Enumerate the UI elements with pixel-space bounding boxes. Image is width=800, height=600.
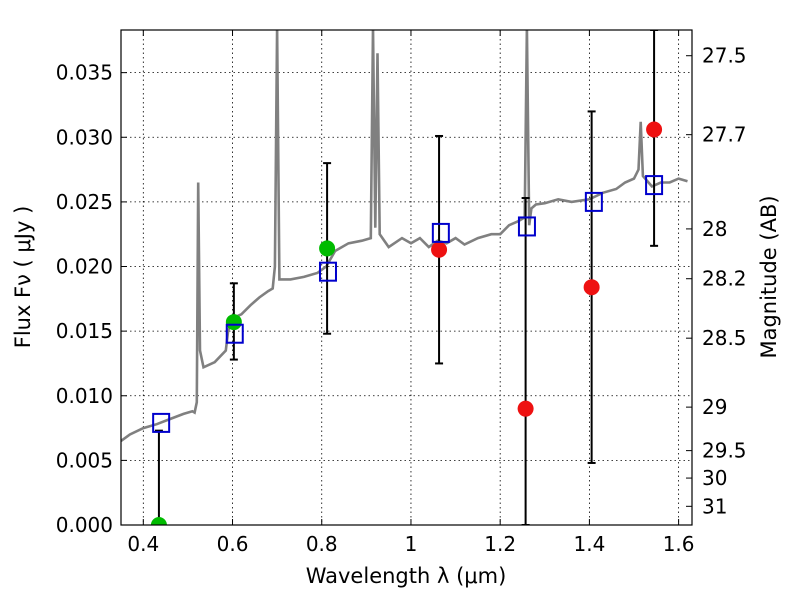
y2-tick-label: 28 [702,217,727,241]
x-tick-label: 1.6 [663,532,695,556]
observed-point [517,400,534,417]
observed-point [431,241,448,258]
y-axis-label: Flux Fν ( μJy ) [11,206,35,349]
y2-tick-label: 27.5 [702,44,747,68]
x-tick-label: 1.4 [573,532,605,556]
y-tick-label: 0.005 [56,448,113,472]
y-tick-label: 0.020 [56,255,113,279]
y2-tick-label: 28.5 [702,326,747,350]
y2-axis: 27.5 27.7 28 28.2 28.5 29 29.5 30 31 [686,44,747,518]
x-tick-label: 0.6 [217,532,249,556]
y2-tick-label: 27.7 [702,123,747,147]
model-photometry-square [431,222,450,243]
model-photometry-square [225,323,244,344]
observed-point [646,121,663,138]
x-tick-label: 1 [405,532,418,556]
y-tick-label: 0.035 [56,61,113,85]
model-photometry-squares [152,175,664,433]
y2-tick-label: 31 [702,494,727,518]
y-tick-label: 0.025 [56,190,113,214]
x-tick-label: 1.2 [484,532,516,556]
y-tick-label: 0.015 [56,319,113,343]
grid [121,30,692,526]
model-photometry-square [584,191,603,212]
error-bars [154,30,659,525]
model-photometry-square [152,412,171,433]
x-axis: 0.4 0.6 0.8 1 1.2 1.4 1.6 [127,30,695,556]
y2-tick-label: 29 [702,395,727,419]
observed-point [583,279,600,296]
plot-area [121,30,688,525]
y2-tick-label: 28.2 [702,267,747,291]
y2-tick-label: 30 [702,466,727,490]
observed-points [150,121,663,525]
y-tick-label: 0.030 [56,125,113,149]
plot-frame [120,29,693,526]
x-axis-label: Wavelength λ (μm) [306,564,507,588]
observed-point [319,240,336,257]
model-spectrum-line [121,30,688,443]
y-axis: 0.000 0.005 0.010 0.015 0.020 0.025 0.030 0.035 [56,61,127,537]
model-photometry-square [517,216,536,237]
y2-axis-label: Magnitude (AB) [757,195,781,358]
observed-point [225,314,242,331]
x-tick-label: 0.4 [127,532,159,556]
y2-tick-label: 29.5 [702,439,747,463]
model-photometry-square [645,175,664,196]
y-tick-label: 0.010 [56,384,113,408]
model-photometry-square [318,261,337,282]
y-tick-label: 0.000 [56,513,113,537]
observed-point [150,517,167,525]
x-tick-label: 0.8 [306,532,338,556]
